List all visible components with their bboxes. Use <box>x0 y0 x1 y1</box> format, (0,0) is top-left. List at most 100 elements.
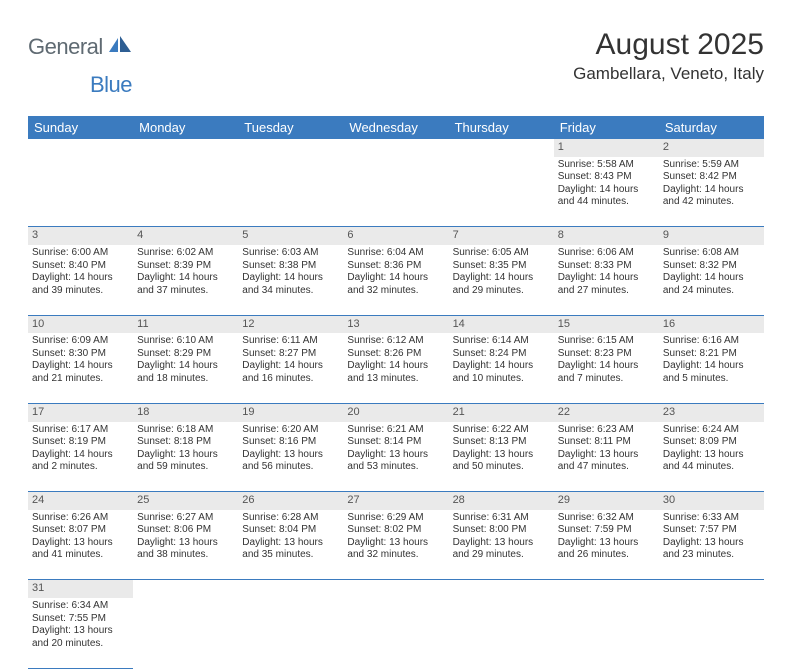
daylight-text: and 56 minutes. <box>242 461 339 474</box>
sunset-text: Sunset: 7:55 PM <box>32 613 129 626</box>
day-number-cell: 2 <box>659 139 764 157</box>
logo-text-blue: Blue <box>90 72 132 97</box>
day-cell <box>449 157 554 227</box>
day-number-cell: 14 <box>449 315 554 333</box>
sunset-text: Sunset: 8:13 PM <box>453 436 550 449</box>
sunrise-text: Sunrise: 6:22 AM <box>453 424 550 437</box>
sunset-text: Sunset: 8:02 PM <box>347 524 444 537</box>
sunset-text: Sunset: 8:24 PM <box>453 348 550 361</box>
day-cell: Sunrise: 6:33 AMSunset: 7:57 PMDaylight:… <box>659 510 764 580</box>
daylight-text: Daylight: 14 hours <box>663 360 760 373</box>
day-cell <box>133 598 238 668</box>
sunrise-text: Sunrise: 6:27 AM <box>137 512 234 525</box>
sunrise-text: Sunrise: 6:00 AM <box>32 247 129 260</box>
day-number-cell: 1 <box>554 139 659 157</box>
day-cell: Sunrise: 6:29 AMSunset: 8:02 PMDaylight:… <box>343 510 448 580</box>
daylight-text: and 5 minutes. <box>663 373 760 386</box>
daylight-text: and 32 minutes. <box>347 285 444 298</box>
day-cell: Sunrise: 6:09 AMSunset: 8:30 PMDaylight:… <box>28 333 133 403</box>
day-number-cell: 4 <box>133 227 238 245</box>
day-number-cell: 27 <box>343 492 448 510</box>
sunrise-text: Sunrise: 6:21 AM <box>347 424 444 437</box>
day-number-cell: 28 <box>449 492 554 510</box>
sails-icon <box>107 35 133 60</box>
day-cell <box>449 598 554 668</box>
daylight-text: Daylight: 13 hours <box>558 537 655 550</box>
weekday-header: Saturday <box>659 116 764 139</box>
sunrise-text: Sunrise: 6:29 AM <box>347 512 444 525</box>
day-cell: Sunrise: 6:04 AMSunset: 8:36 PMDaylight:… <box>343 245 448 315</box>
day-number-cell <box>238 580 343 598</box>
day-number-cell: 17 <box>28 403 133 421</box>
day-number-row: 3456789 <box>28 227 764 245</box>
sunset-text: Sunset: 8:30 PM <box>32 348 129 361</box>
sunrise-text: Sunrise: 6:32 AM <box>558 512 655 525</box>
day-cell: Sunrise: 5:59 AMSunset: 8:42 PMDaylight:… <box>659 157 764 227</box>
day-cell: Sunrise: 6:18 AMSunset: 8:18 PMDaylight:… <box>133 422 238 492</box>
sunset-text: Sunset: 8:09 PM <box>663 436 760 449</box>
daylight-text: Daylight: 14 hours <box>32 360 129 373</box>
day-cell: Sunrise: 6:32 AMSunset: 7:59 PMDaylight:… <box>554 510 659 580</box>
day-cell <box>28 157 133 227</box>
day-number-cell: 20 <box>343 403 448 421</box>
sunrise-text: Sunrise: 5:58 AM <box>558 159 655 172</box>
sunrise-text: Sunrise: 6:03 AM <box>242 247 339 260</box>
daylight-text: and 29 minutes. <box>453 549 550 562</box>
day-cell: Sunrise: 6:15 AMSunset: 8:23 PMDaylight:… <box>554 333 659 403</box>
daylight-text: Daylight: 14 hours <box>32 449 129 462</box>
weekday-header-row: SundayMondayTuesdayWednesdayThursdayFrid… <box>28 116 764 139</box>
day-number-cell <box>238 139 343 157</box>
day-cell: Sunrise: 6:28 AMSunset: 8:04 PMDaylight:… <box>238 510 343 580</box>
calendar-body: 12Sunrise: 5:58 AMSunset: 8:43 PMDayligh… <box>28 139 764 668</box>
daylight-text: and 10 minutes. <box>453 373 550 386</box>
day-cell: Sunrise: 6:26 AMSunset: 8:07 PMDaylight:… <box>28 510 133 580</box>
daylight-text: Daylight: 14 hours <box>453 360 550 373</box>
day-number-cell: 13 <box>343 315 448 333</box>
day-cell: Sunrise: 6:02 AMSunset: 8:39 PMDaylight:… <box>133 245 238 315</box>
sunrise-text: Sunrise: 6:05 AM <box>453 247 550 260</box>
day-number-cell <box>133 580 238 598</box>
daylight-text: Daylight: 14 hours <box>663 272 760 285</box>
sunrise-text: Sunrise: 6:15 AM <box>558 335 655 348</box>
sunrise-text: Sunrise: 6:23 AM <box>558 424 655 437</box>
sunrise-text: Sunrise: 6:08 AM <box>663 247 760 260</box>
day-number-cell: 5 <box>238 227 343 245</box>
day-number-cell: 3 <box>28 227 133 245</box>
day-cell: Sunrise: 6:16 AMSunset: 8:21 PMDaylight:… <box>659 333 764 403</box>
sunset-text: Sunset: 8:29 PM <box>137 348 234 361</box>
daylight-text: and 50 minutes. <box>453 461 550 474</box>
sunrise-text: Sunrise: 6:09 AM <box>32 335 129 348</box>
daylight-text: and 26 minutes. <box>558 549 655 562</box>
day-number-cell <box>449 580 554 598</box>
sunrise-text: Sunrise: 6:06 AM <box>558 247 655 260</box>
day-number-cell: 16 <box>659 315 764 333</box>
day-number-cell: 31 <box>28 580 133 598</box>
daylight-text: Daylight: 14 hours <box>347 272 444 285</box>
day-number-row: 24252627282930 <box>28 492 764 510</box>
daylight-text: Daylight: 13 hours <box>663 537 760 550</box>
sunset-text: Sunset: 8:23 PM <box>558 348 655 361</box>
daylight-text: and 32 minutes. <box>347 549 444 562</box>
daylight-text: Daylight: 13 hours <box>32 625 129 638</box>
daylight-text: Daylight: 13 hours <box>663 449 760 462</box>
day-cell: Sunrise: 6:08 AMSunset: 8:32 PMDaylight:… <box>659 245 764 315</box>
sunset-text: Sunset: 8:42 PM <box>663 171 760 184</box>
day-cell: Sunrise: 6:11 AMSunset: 8:27 PMDaylight:… <box>238 333 343 403</box>
day-cell <box>133 157 238 227</box>
day-cell: Sunrise: 6:27 AMSunset: 8:06 PMDaylight:… <box>133 510 238 580</box>
day-number-cell: 19 <box>238 403 343 421</box>
sunrise-text: Sunrise: 5:59 AM <box>663 159 760 172</box>
day-cell: Sunrise: 6:17 AMSunset: 8:19 PMDaylight:… <box>28 422 133 492</box>
sunrise-text: Sunrise: 6:02 AM <box>137 247 234 260</box>
daylight-text: Daylight: 13 hours <box>32 537 129 550</box>
day-cell: Sunrise: 6:31 AMSunset: 8:00 PMDaylight:… <box>449 510 554 580</box>
sunset-text: Sunset: 8:38 PM <box>242 260 339 273</box>
daylight-text: Daylight: 14 hours <box>558 184 655 197</box>
sunset-text: Sunset: 8:16 PM <box>242 436 339 449</box>
weekday-header: Wednesday <box>343 116 448 139</box>
daylight-text: and 47 minutes. <box>558 461 655 474</box>
day-cell <box>659 598 764 668</box>
sunrise-text: Sunrise: 6:10 AM <box>137 335 234 348</box>
day-number-cell: 18 <box>133 403 238 421</box>
daylight-text: Daylight: 13 hours <box>347 537 444 550</box>
